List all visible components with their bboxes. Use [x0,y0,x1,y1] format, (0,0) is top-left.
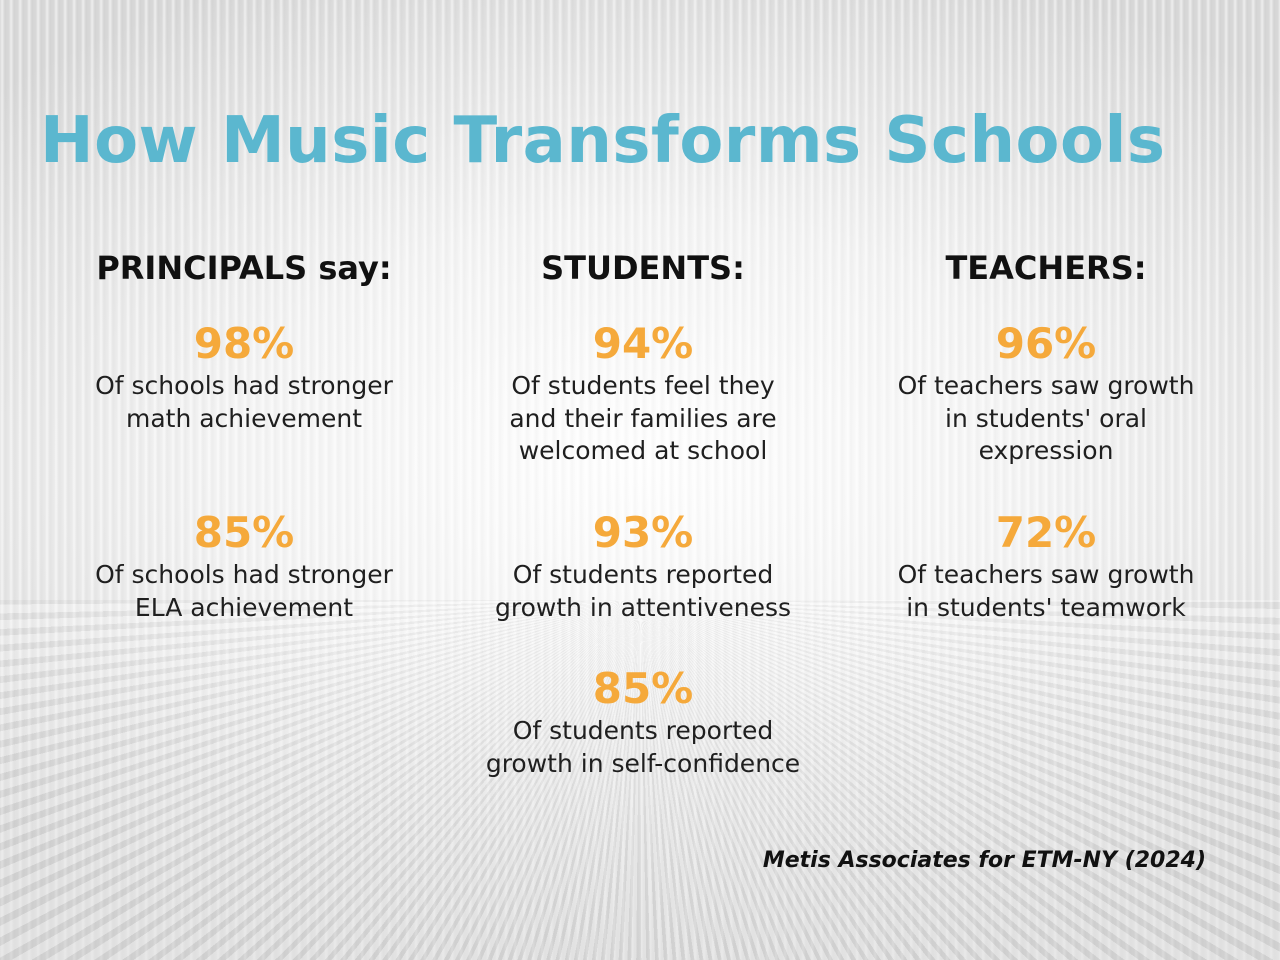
principals-stat-ela: 85% Of schools had stronger ELA achievem… [44,507,444,624]
stat-description-line: Of students reported [512,716,774,745]
principals-column: PRINCIPALS say: 98% Of schools had stron… [44,246,444,622]
stat-description-line: and their families are [509,403,777,433]
stat-description: Of students reported growth in attentive… [463,559,823,624]
stat-description: Of schools had stronger math achievement [64,370,424,435]
stat-description-line: growth in attentiveness [494,592,792,622]
students-stat-attentiveness: 93% Of students reported growth in atten… [443,507,843,624]
stat-description: Of teachers saw growth in students' team… [866,559,1226,624]
stat-description: Of schools had stronger ELA achievement [64,559,424,624]
students-header: STUDENTS: [541,249,745,287]
stat-description-line: Of schools had stronger [95,371,393,400]
teachers-stat-oral-expression: 96% Of teachers saw growth in students' … [846,318,1246,468]
stat-value: 94% [592,319,694,368]
stat-value: 85% [193,508,295,557]
stat-value: 96% [995,319,1097,368]
stat-description-line: ELA achievement [134,592,354,622]
students-stat-welcomed: 94% Of students feel they and their fami… [443,318,843,468]
stat-description-line: math achievement [125,403,363,433]
teachers-column: TEACHERS: 96% Of teachers saw growth in … [846,246,1246,622]
stat-description-line: in students' teamwork [906,592,1186,622]
stat-description: Of teachers saw growth in students' oral… [866,370,1226,468]
teachers-header: TEACHERS: [945,249,1147,287]
background-floor [0,600,1280,960]
students-column: STUDENTS: 94% Of students feel they and … [443,246,843,778]
principals-header: PRINCIPALS say: [96,249,392,287]
stat-description-line: Of schools had stronger [95,560,393,589]
stat-value: 93% [592,508,694,557]
stat-description-line: Of teachers saw growth [897,560,1195,589]
students-stat-self-confidence: 85% Of students reported growth in self-… [443,663,843,780]
stat-value: 98% [193,319,295,368]
stat-description-line: Of students reported [512,560,774,589]
source-citation: Metis Associates for ETM-NY (2024) [762,848,1206,873]
stat-value: 85% [592,664,694,713]
principals-stat-math: 98% Of schools had stronger math achieve… [44,318,444,435]
stat-description-line: Of students feel they [511,371,775,400]
stat-description: Of students feel they and their families… [463,370,823,468]
page-title: How Music Transforms Schools [40,104,1166,178]
stat-description-line: expression [978,436,1114,465]
stat-description: Of students reported growth in self-conf… [453,715,833,780]
stat-description-line: welcomed at school [518,436,768,465]
stat-description-line: growth in self-confidence [485,748,801,778]
stat-description-line: Of teachers saw growth [897,371,1195,400]
stat-value: 72% [995,508,1097,557]
stat-description-line: in students' oral [945,403,1147,433]
teachers-stat-teamwork: 72% Of teachers saw growth in students' … [846,507,1246,624]
